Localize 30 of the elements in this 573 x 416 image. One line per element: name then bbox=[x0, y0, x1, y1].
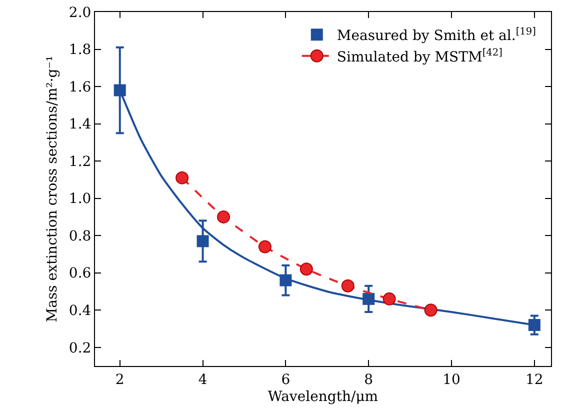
x-tick-label: 8 bbox=[364, 372, 374, 388]
y-tick-label: 1.8 bbox=[68, 42, 92, 58]
y-tick-label: 0.2 bbox=[68, 340, 92, 356]
y-tick-label: 1.6 bbox=[68, 79, 92, 96]
y-axis-title: Mass extinction cross sections/m²·g⁻¹ bbox=[44, 56, 61, 322]
y-tick-label: 2.0 bbox=[68, 4, 92, 21]
y-tick-label: 0.4 bbox=[68, 303, 92, 320]
legend-label: Simulated by MSTM$^{[42]}$ bbox=[336, 47, 502, 66]
x-tick-label: 4 bbox=[198, 372, 208, 388]
point bbox=[217, 210, 230, 224]
y-tick-label: 1.4 bbox=[68, 116, 92, 133]
point bbox=[300, 262, 313, 276]
legend-label: Measured by Smith et al.$^{[19]}$ bbox=[336, 26, 536, 44]
x-tick-label: 12 bbox=[526, 372, 544, 388]
x-tick-label: 10 bbox=[442, 372, 460, 388]
point bbox=[424, 304, 438, 317]
x-tick-label: 6 bbox=[281, 372, 290, 388]
point bbox=[176, 171, 189, 184]
point bbox=[341, 279, 354, 292]
point bbox=[114, 84, 126, 96]
x-tick-label: 2 bbox=[115, 372, 124, 388]
point bbox=[258, 240, 272, 254]
y-tick-label: 1.2 bbox=[68, 154, 92, 170]
point bbox=[196, 235, 209, 248]
y-tick-label: 0.6 bbox=[68, 266, 92, 282]
y-tick-label: 0.8 bbox=[68, 228, 92, 244]
x-axis-title: Wavelength/μm bbox=[268, 389, 378, 406]
point bbox=[382, 292, 396, 306]
point bbox=[528, 319, 540, 332]
y-tick-label: 1.0 bbox=[68, 191, 92, 208]
